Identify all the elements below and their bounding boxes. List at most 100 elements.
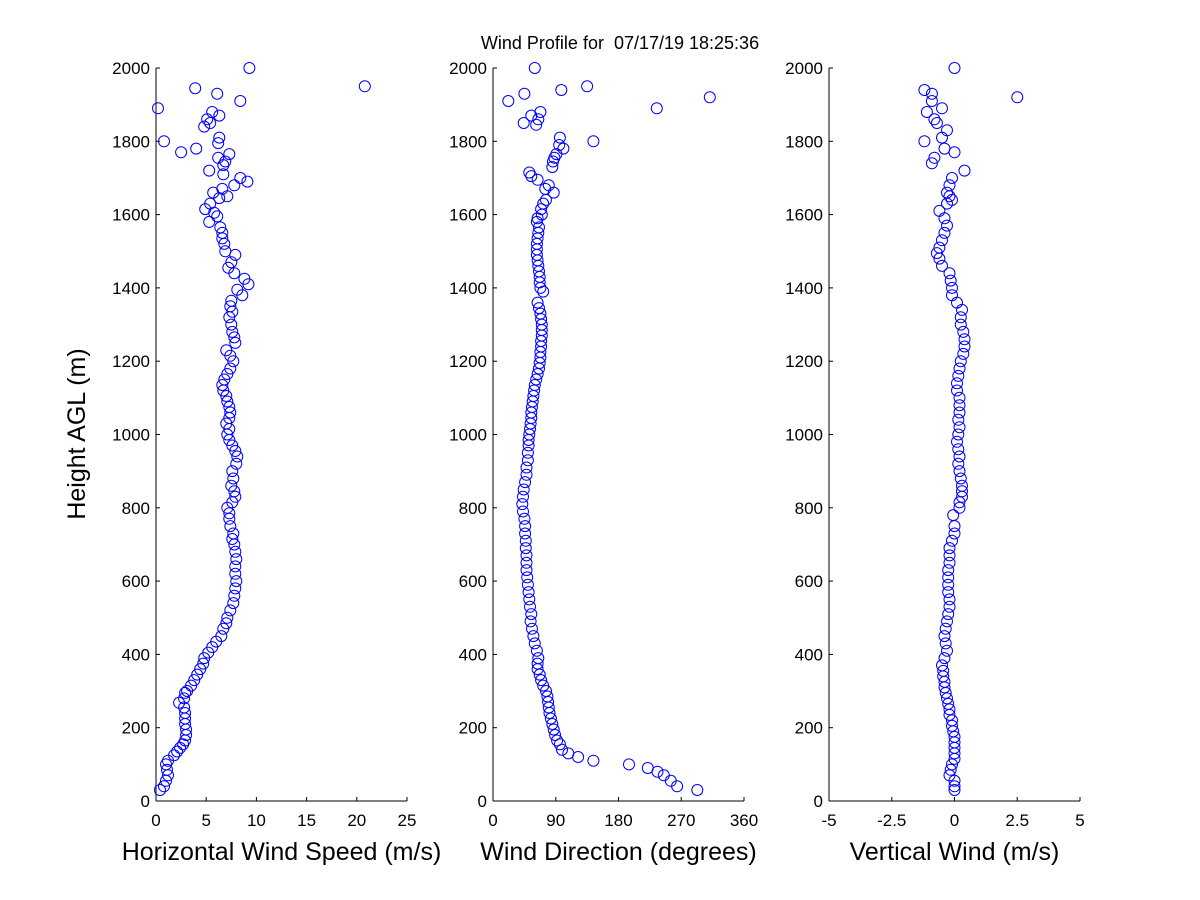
direction-data-point [517, 117, 530, 129]
direction-y-tick-label: 800 [459, 499, 487, 518]
direction-data-point [520, 468, 533, 481]
speed-data-point [220, 344, 233, 357]
speed-data-point [225, 479, 238, 492]
direction-x-tick-label: 270 [667, 811, 695, 830]
direction-data-point [534, 106, 547, 118]
vertical-data-point [942, 564, 955, 577]
speed-data-point [243, 62, 256, 74]
direction-data-point [657, 769, 670, 782]
speed-data-point [206, 106, 219, 118]
vertical-data-point [943, 179, 956, 192]
speed-data-point [224, 604, 237, 617]
speed-data-point [226, 325, 239, 338]
direction-data-point [519, 534, 532, 547]
vertical-data-point [943, 703, 956, 716]
vertical-data-point [953, 501, 966, 514]
direction-data-point [519, 520, 532, 533]
speed-panel: 0 200 400 600 800 1000 1200 1400 1600 1800 2000 0 5 1… [112, 59, 441, 866]
direction-data-point [524, 600, 536, 613]
direction-y-tick-label: 1600 [449, 206, 487, 225]
speed-data-point [221, 190, 234, 203]
vertical-data-point [952, 457, 965, 470]
vertical-data-point [936, 659, 948, 672]
direction-data-point [528, 379, 541, 391]
vertical-data-point [938, 142, 951, 155]
vertical-y-tick-label: 1400 [785, 279, 823, 298]
speed-data-point [223, 507, 236, 520]
vertical-data-point [951, 377, 963, 390]
speed-data-point [217, 168, 230, 181]
speed-data-point [216, 182, 229, 195]
vertical-data-point [948, 146, 961, 159]
direction-data-point [531, 296, 544, 309]
vertical-data-point [954, 318, 967, 331]
vertical-data-point [936, 259, 948, 272]
speed-data-point [214, 221, 227, 234]
direction-data-point [518, 512, 531, 525]
direction-data-point [539, 182, 552, 195]
vertical-data-point [936, 131, 948, 144]
speed-data-point [179, 686, 192, 699]
speed-data-point [152, 102, 164, 115]
vertical-data-point [938, 652, 951, 665]
vertical-data-point [918, 84, 931, 96]
speed-data-point [171, 745, 184, 758]
direction-y-tick-label: 600 [459, 572, 487, 591]
direction-data-point [533, 221, 545, 234]
vertical-data-point [942, 608, 955, 621]
vertical-data-point [948, 730, 961, 743]
vertical-data-point [1011, 91, 1024, 104]
speed-data-point [213, 109, 226, 122]
direction-y-tick-label: 200 [459, 719, 487, 738]
direction-data-point [547, 723, 560, 736]
vertical-data-point [951, 435, 963, 448]
speed-data-points [152, 62, 371, 796]
direction-y-tick-label: 1400 [449, 279, 487, 298]
direction-data-point [530, 118, 543, 131]
direction-x-tick-label: 0 [488, 811, 497, 830]
vertical-data-point [954, 472, 967, 485]
speed-data-point [174, 741, 187, 754]
speed-data-point [227, 597, 240, 610]
vertical-data-point [958, 333, 971, 346]
vertical-x-tick-label: -5 [821, 811, 836, 830]
speed-data-point [203, 215, 216, 228]
vertical-data-point [942, 578, 955, 591]
vertical-y-tick-label: 1800 [785, 132, 823, 151]
vertical-data-point [953, 465, 966, 478]
speed-data-point [226, 465, 239, 478]
vertical-data-point [953, 399, 966, 412]
speed-data-point [241, 175, 254, 188]
speed-data-point [228, 179, 241, 192]
vertical-data-point [920, 106, 933, 118]
speed-y-tick-label: 1000 [112, 426, 150, 445]
vertical-data-point [942, 586, 955, 599]
direction-data-point [535, 203, 548, 216]
speed-data-point [224, 300, 237, 313]
vertical-data-point [942, 571, 955, 584]
speed-data-point [231, 283, 244, 296]
vertical-data-point [938, 212, 951, 225]
speed-data-point [228, 485, 241, 498]
vertical-data-point [938, 226, 951, 239]
speed-data-point [223, 401, 236, 413]
direction-data-point [502, 95, 515, 107]
direction-data-point [671, 780, 684, 793]
direction-data-point [532, 652, 545, 665]
direction-data-point [521, 446, 534, 459]
vertical-x-tick-label: 5 [1075, 811, 1084, 830]
speed-data-point [175, 146, 188, 159]
direction-data-point [542, 179, 555, 192]
vertical-y-tick-label: 400 [795, 645, 823, 664]
speed-x-tick-label: 15 [297, 811, 316, 830]
speed-data-point [161, 763, 173, 776]
vertical-data-point [943, 593, 956, 606]
speed-y-tick-label: 1200 [112, 352, 150, 371]
direction-data-point [549, 729, 562, 741]
direction-data-point [623, 758, 635, 771]
direction-data-point [534, 307, 547, 320]
speed-data-point [224, 406, 237, 419]
speed-data-point [212, 137, 225, 150]
vertical-data-point [957, 347, 970, 360]
direction-data-point [519, 476, 532, 489]
